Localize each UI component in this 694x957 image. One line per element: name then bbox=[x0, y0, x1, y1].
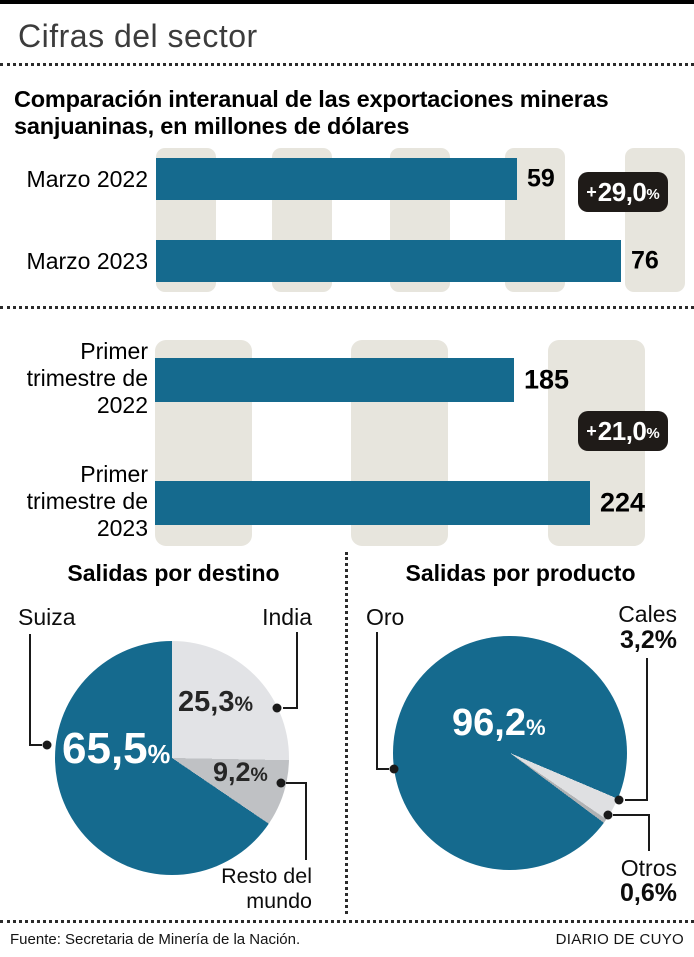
pie-share-value: 65,5 bbox=[62, 724, 148, 773]
bar-value: 59 bbox=[527, 164, 555, 193]
pie-share-otros: 0,6% bbox=[600, 879, 677, 908]
bar-marzo-2022: 59 bbox=[156, 158, 555, 200]
pie-divider-dotted bbox=[345, 552, 348, 914]
change-badge-quarter: +21,0% bbox=[578, 411, 668, 451]
footer-credit: DIARIO DE CUYO bbox=[555, 931, 684, 948]
bar-label-marzo-2022: Marzo 2022 bbox=[26, 166, 148, 192]
pie-share-oro: 96,2% bbox=[452, 702, 546, 745]
connector-dot-suiza bbox=[42, 740, 52, 750]
pie-share-resto: 9,2% bbox=[213, 757, 268, 788]
bar-value: 76 bbox=[631, 246, 659, 275]
callout-label-cales: Cales bbox=[618, 601, 677, 627]
badge-value: 21,0 bbox=[597, 415, 647, 446]
connector-line-india bbox=[283, 632, 298, 709]
change-badge-month: +29,0% bbox=[578, 172, 668, 212]
pie-share-suiza: 65,5% bbox=[62, 724, 170, 774]
badge-percent-sign: % bbox=[646, 186, 660, 203]
bar-marzo-2023: 76 bbox=[156, 240, 659, 282]
chart-subtitle: Comparación interanual de las exportacio… bbox=[14, 86, 609, 140]
pie-chart-producto bbox=[393, 636, 627, 870]
pie-share-india: 25,3% bbox=[178, 686, 253, 719]
connector-line-cales bbox=[625, 658, 648, 801]
percent-sign: % bbox=[525, 715, 546, 740]
badge-percent-sign: % bbox=[646, 425, 660, 442]
pie-share-cales: 3,2% bbox=[600, 626, 677, 655]
bar-label-trimestre-2022: Primer trimestre de 2022 bbox=[26, 338, 148, 419]
bar-label-marzo-2023: Marzo 2023 bbox=[26, 248, 148, 274]
connector-line-oro bbox=[376, 632, 389, 770]
title-separator-dotted bbox=[0, 63, 694, 66]
callout-label-otros: Otros bbox=[620, 855, 677, 881]
callout-label-oro: Oro bbox=[366, 604, 405, 630]
callout-label-resto: Resto del mundo bbox=[221, 864, 312, 914]
top-rule bbox=[0, 0, 694, 4]
bar-value: 224 bbox=[600, 487, 646, 518]
percent-sign: % bbox=[147, 741, 171, 769]
badge-value: 29,0 bbox=[597, 176, 647, 207]
footer-separator-dotted bbox=[0, 920, 694, 923]
footer-source: Fuente: Secretaria de Minería de la Naci… bbox=[10, 931, 301, 948]
bar-trimestre-2023: 224 bbox=[155, 481, 645, 525]
percent-sign: % bbox=[654, 879, 677, 907]
pie-chart-destino bbox=[55, 641, 289, 875]
bar-label-trimestre-2023: Primer trimestre de 2023 bbox=[26, 461, 148, 542]
badge-plus-sign: + bbox=[586, 420, 597, 441]
pie-share-value: 3,2 bbox=[620, 626, 655, 654]
percent-sign: % bbox=[654, 626, 677, 654]
percent-sign: % bbox=[250, 764, 268, 786]
pie-share-value: 0,6 bbox=[620, 879, 655, 907]
pie-share-value: 96,2 bbox=[452, 702, 526, 744]
percent-sign: % bbox=[234, 693, 254, 716]
mid-separator-dotted bbox=[0, 306, 694, 309]
bar-value: 185 bbox=[524, 364, 570, 395]
callout-label-india: India bbox=[262, 604, 312, 630]
badge-plus-sign: + bbox=[586, 181, 597, 202]
connector-line-suiza bbox=[29, 634, 42, 746]
page-title: Cifras del sector bbox=[18, 18, 258, 54]
callout-label-suiza: Suiza bbox=[18, 604, 76, 630]
connector-line-resto bbox=[286, 782, 307, 860]
pie-share-value: 25,3 bbox=[178, 686, 235, 718]
pie-title-producto: Salidas por producto bbox=[405, 560, 636, 586]
pie-title-destino: Salidas por destino bbox=[67, 560, 280, 586]
connector-line-otros bbox=[613, 814, 650, 851]
bar-trimestre-2022: 185 bbox=[155, 358, 569, 402]
pie-share-value: 9,2 bbox=[213, 757, 251, 787]
